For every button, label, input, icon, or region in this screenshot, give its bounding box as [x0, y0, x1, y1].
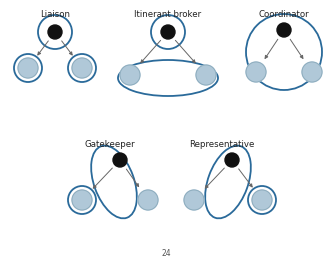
Circle shape [138, 190, 158, 210]
Text: Representative: Representative [189, 140, 255, 149]
Circle shape [120, 65, 140, 85]
Circle shape [225, 153, 239, 167]
Circle shape [161, 25, 175, 39]
Text: Liaison: Liaison [40, 10, 70, 19]
Circle shape [113, 153, 127, 167]
Text: 24: 24 [161, 249, 171, 258]
Text: Gatekeeper: Gatekeeper [85, 140, 135, 149]
Circle shape [246, 62, 266, 82]
Text: Coordinator: Coordinator [259, 10, 309, 19]
Text: Itinerant broker: Itinerant broker [134, 10, 202, 19]
Circle shape [196, 65, 216, 85]
Circle shape [18, 58, 38, 78]
Circle shape [277, 23, 291, 37]
Circle shape [184, 190, 204, 210]
Circle shape [72, 58, 92, 78]
Circle shape [48, 25, 62, 39]
Circle shape [302, 62, 322, 82]
Circle shape [72, 190, 92, 210]
Circle shape [252, 190, 272, 210]
